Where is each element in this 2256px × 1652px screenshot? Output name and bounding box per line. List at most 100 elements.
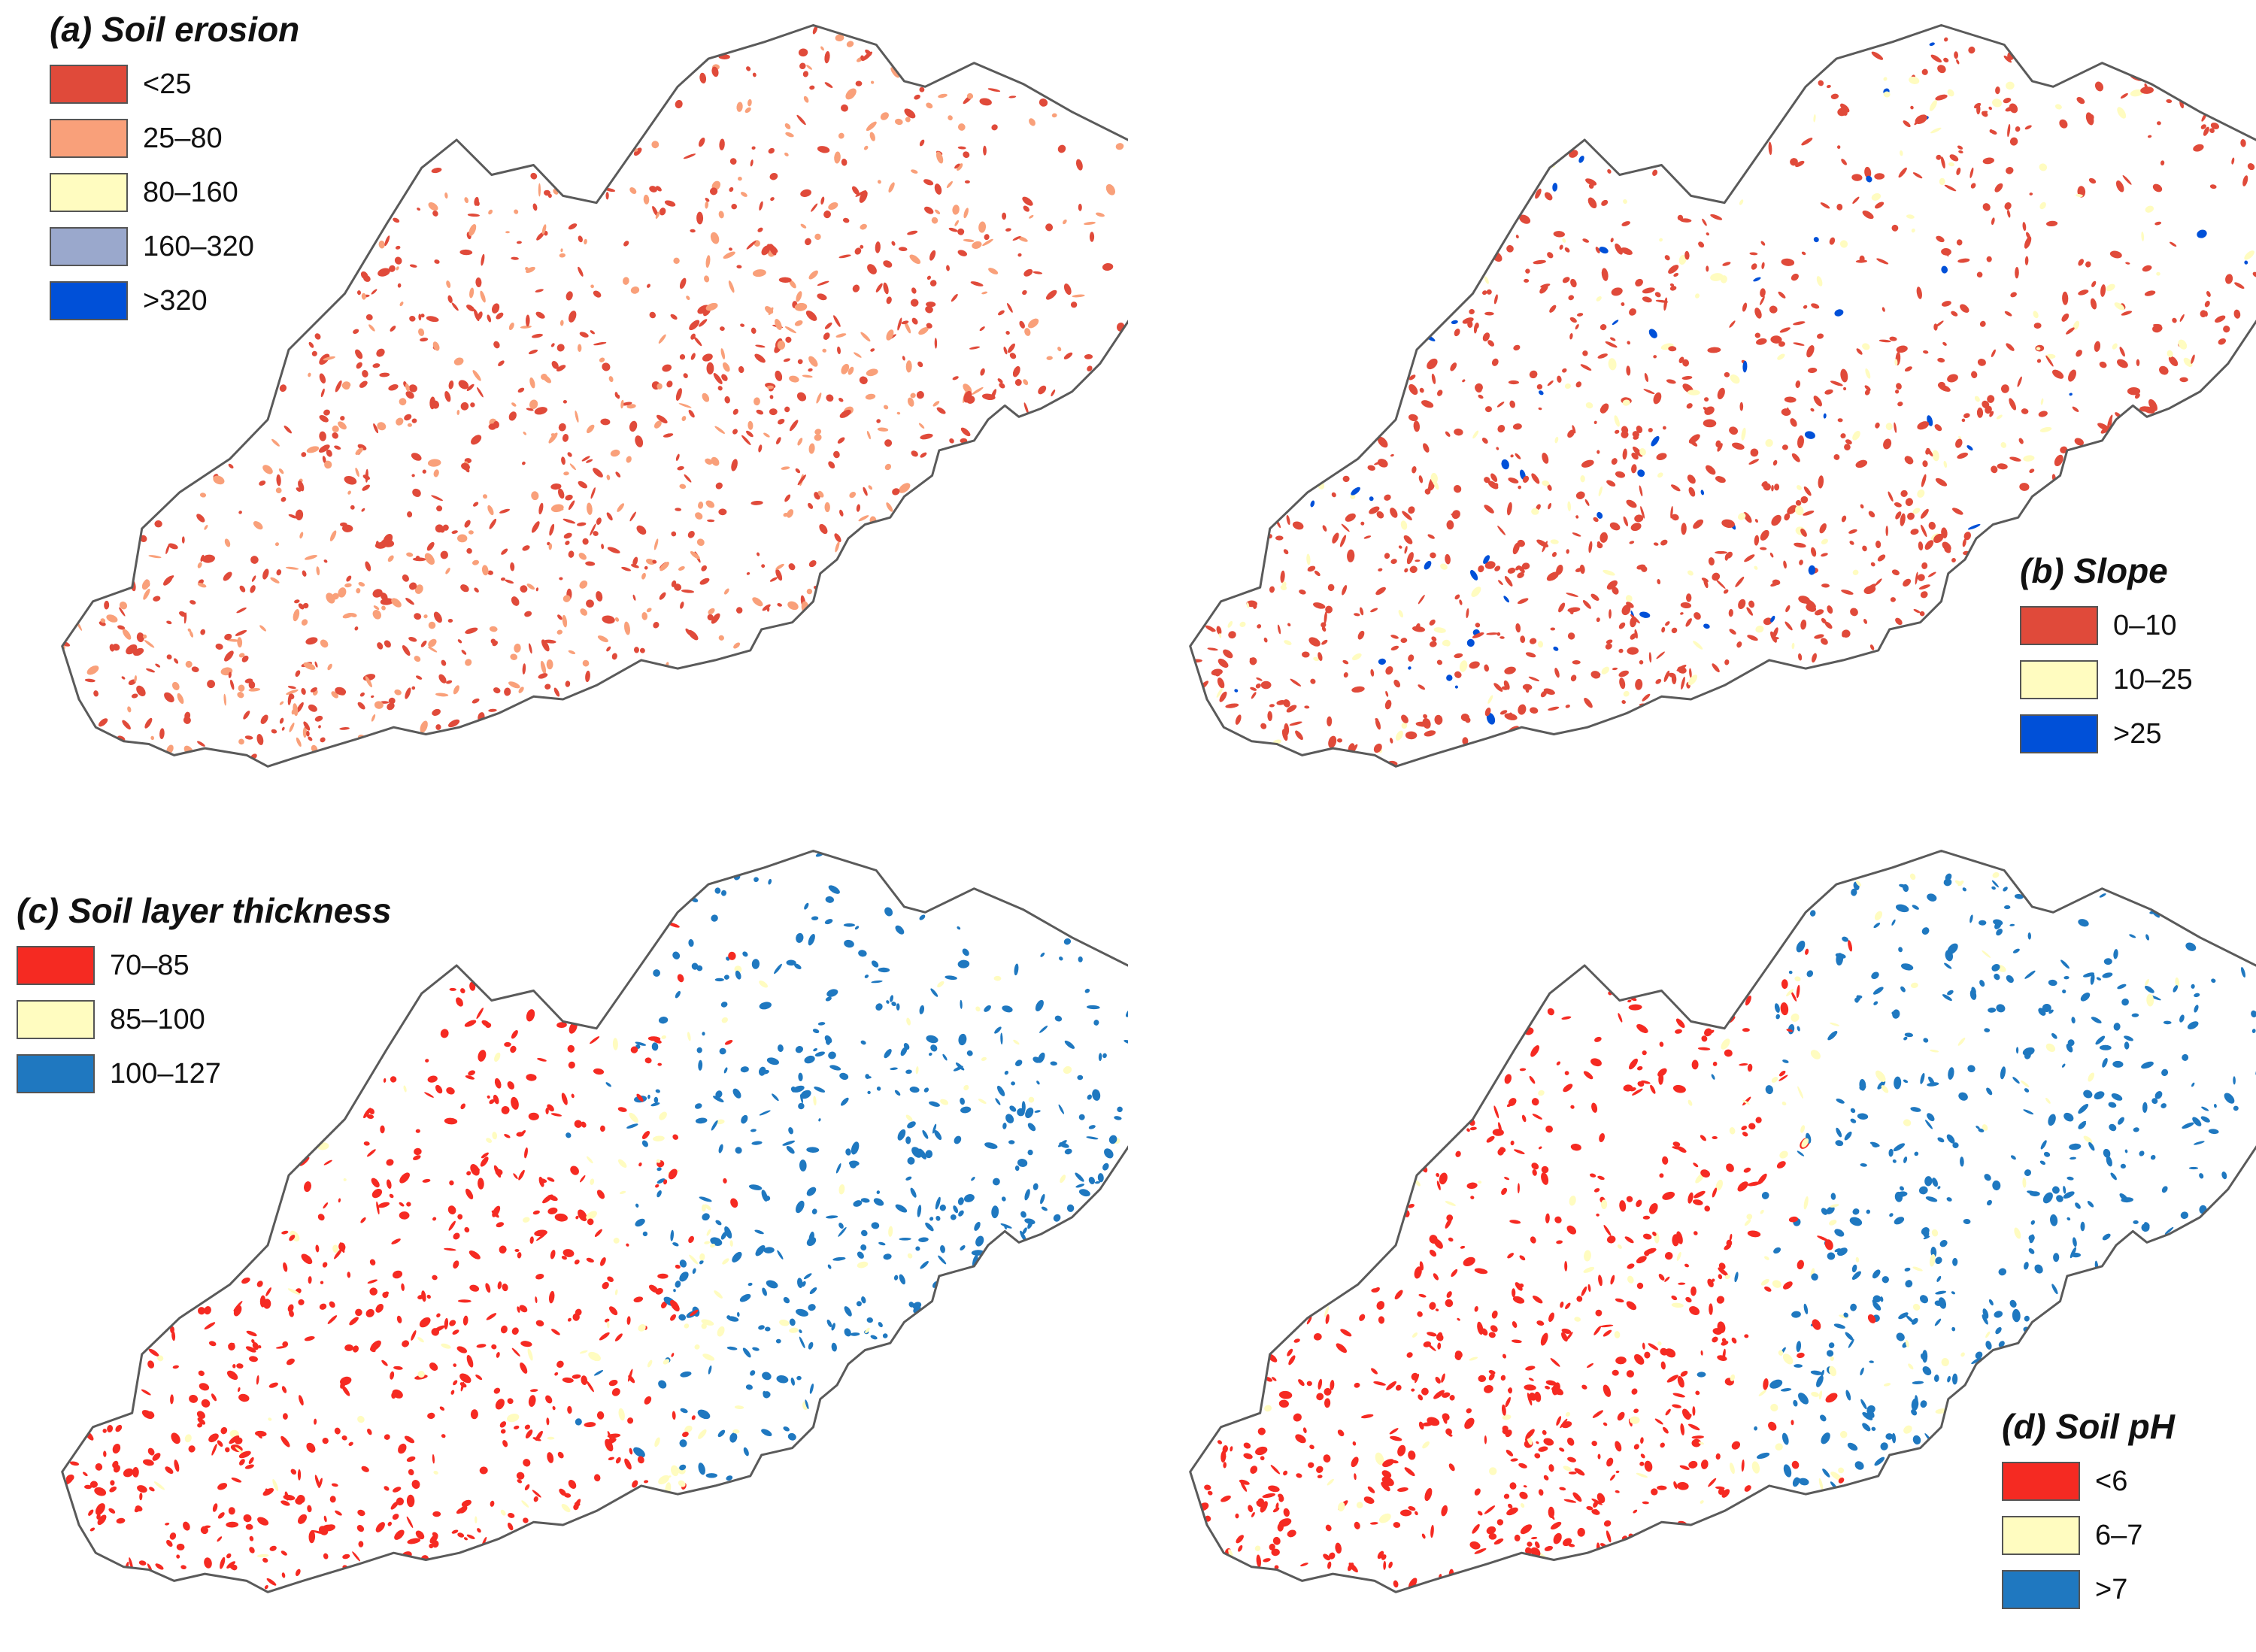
map-patch xyxy=(265,1287,271,1296)
map-patch xyxy=(756,409,764,415)
map-patch xyxy=(1813,396,1822,407)
map-patch xyxy=(1941,301,1951,307)
map-patch xyxy=(2215,315,2226,323)
map-patch xyxy=(1515,453,1521,459)
map-patch xyxy=(2111,1093,2123,1101)
map-patch xyxy=(883,405,889,410)
map-patch xyxy=(694,1344,700,1350)
map-patch xyxy=(2106,1156,2112,1167)
map-patch xyxy=(1982,157,1994,165)
map-patch xyxy=(468,1070,475,1076)
map-patch xyxy=(327,663,332,671)
map-patch xyxy=(367,1279,378,1284)
map-patch xyxy=(748,1184,763,1190)
map-patch xyxy=(1376,1301,1385,1310)
map-patch xyxy=(1806,970,1814,978)
map-patch xyxy=(781,466,790,470)
map-patch xyxy=(1125,1007,1128,1017)
map-patch xyxy=(702,1032,705,1036)
map-patch xyxy=(1994,183,2003,192)
map-patch xyxy=(755,1244,766,1256)
map-patch xyxy=(822,348,826,353)
map-patch xyxy=(1283,1470,1288,1476)
map-patch xyxy=(470,402,475,408)
map-patch xyxy=(486,1138,493,1143)
map-patch xyxy=(658,334,666,344)
map-patch xyxy=(1553,231,1565,238)
map-patch xyxy=(957,146,966,150)
map-patch xyxy=(550,1113,562,1117)
map-patch xyxy=(727,1316,739,1322)
map-patch xyxy=(393,1390,399,1395)
map-patch xyxy=(1742,1028,1750,1032)
map-patch xyxy=(1636,564,1646,570)
map-patch xyxy=(834,533,841,543)
map-patch xyxy=(1014,1059,1023,1066)
map-patch xyxy=(1821,553,1828,557)
map-patch xyxy=(453,1232,460,1240)
map-patch xyxy=(485,1283,491,1293)
map-patch xyxy=(1615,471,1626,478)
map-patch xyxy=(1597,353,1608,359)
map-patch xyxy=(861,1229,868,1237)
map-patch xyxy=(808,560,817,568)
map-patch xyxy=(870,348,875,352)
map-patch xyxy=(2121,998,2129,1006)
map-patch xyxy=(1411,1388,1415,1392)
map-patch xyxy=(1011,1081,1015,1086)
map-patch xyxy=(339,1242,345,1253)
map-patch xyxy=(824,919,833,925)
map-patch xyxy=(251,1339,255,1344)
map-patch xyxy=(628,1369,633,1382)
map-patch xyxy=(1712,1135,1718,1140)
map-patch xyxy=(1949,154,1959,162)
map-patch xyxy=(396,417,404,426)
map-patch xyxy=(562,399,567,404)
map-patch xyxy=(1537,641,1544,648)
map-patch xyxy=(1591,1498,1603,1505)
map-patch xyxy=(308,1276,312,1284)
map-patch xyxy=(1529,638,1537,644)
map-patch xyxy=(1274,1565,1279,1570)
map-patch xyxy=(1921,1353,1925,1360)
map-patch xyxy=(2073,320,2080,330)
map-patch xyxy=(1566,593,1578,597)
map-patch xyxy=(1424,560,1432,570)
map-patch xyxy=(590,330,595,335)
map-patch xyxy=(441,659,447,666)
legend-swatch xyxy=(50,227,128,266)
map-patch xyxy=(144,640,155,648)
map-patch xyxy=(926,302,936,308)
map-patch xyxy=(316,566,320,576)
map-patch xyxy=(1694,612,1701,620)
map-patch xyxy=(525,314,530,327)
map-patch xyxy=(2038,411,2048,417)
map-patch xyxy=(2136,359,2140,366)
map-patch xyxy=(525,1429,533,1439)
map-patch xyxy=(1650,1084,1656,1094)
map-patch xyxy=(1695,293,1700,299)
map-patch xyxy=(524,1424,531,1430)
map-patch xyxy=(828,885,840,894)
legend-swatch xyxy=(50,65,128,104)
map-patch xyxy=(1606,580,1618,590)
map-patch xyxy=(735,970,741,980)
map-patch xyxy=(984,234,990,241)
map-patch xyxy=(763,1391,771,1399)
map-patch xyxy=(1395,730,1403,741)
map-patch xyxy=(613,1237,620,1244)
map-patch xyxy=(833,315,841,327)
map-patch xyxy=(1889,1213,1894,1217)
map-patch xyxy=(552,1405,556,1411)
map-patch xyxy=(288,514,297,519)
map-patch xyxy=(599,1332,610,1341)
map-patch xyxy=(930,1044,938,1052)
map-patch xyxy=(747,99,752,107)
map-patch xyxy=(2151,1098,2158,1105)
map-patch xyxy=(2109,417,2112,427)
map-patch xyxy=(796,1200,805,1214)
map-patch xyxy=(1672,1393,1685,1398)
map-patch xyxy=(1123,1039,1128,1045)
map-patch xyxy=(1641,1080,1651,1084)
map-patch xyxy=(432,210,438,217)
